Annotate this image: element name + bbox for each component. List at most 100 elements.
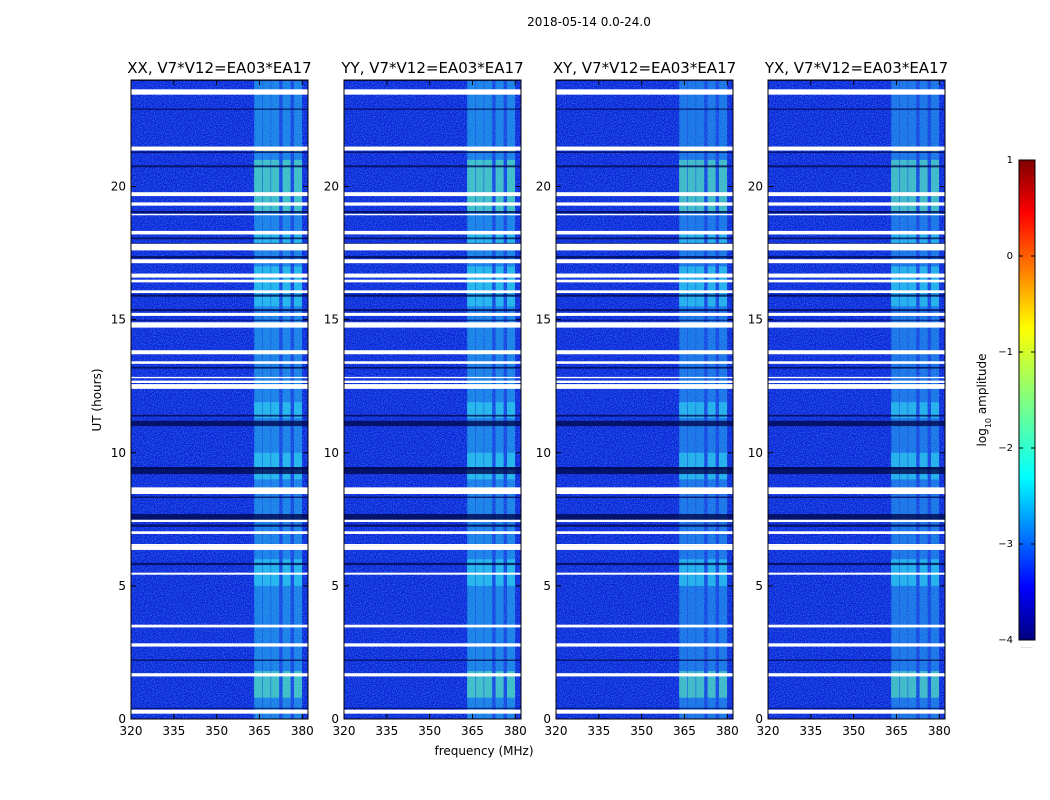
low-row: [768, 659, 945, 661]
y-axis-label: UT (hours): [90, 368, 104, 431]
rfi-channel-3: [696, 80, 705, 719]
rfi-patch: [908, 452, 917, 480]
rfi-patch: [679, 671, 688, 698]
y-tick-label: 20: [536, 180, 551, 194]
y-tick-label: 10: [324, 446, 339, 460]
rfi-patch: [484, 559, 493, 586]
low-row: [556, 165, 733, 168]
flagged-row: [768, 545, 945, 550]
rfi-patch: [696, 159, 705, 214]
flagged-row: [344, 519, 521, 522]
x-tick-label: 335: [587, 724, 610, 738]
flagged-row: [344, 89, 521, 95]
rfi-patch: [282, 559, 291, 586]
rfi-patch: [262, 402, 271, 419]
rfi-patch: [719, 452, 728, 480]
flagged-row: [768, 572, 945, 575]
flagged-row: [556, 202, 733, 206]
rfi-patch: [919, 402, 928, 419]
flagged-row: [131, 290, 308, 293]
rfi-patch: [271, 452, 280, 480]
rfi-patch: [931, 452, 940, 480]
low-row: [131, 80, 308, 82]
flagged-row: [131, 146, 308, 151]
flagged-row: [344, 213, 521, 216]
panel-title: YX, V7*V12=EA03*EA17: [764, 59, 948, 77]
rfi-patch: [475, 266, 484, 307]
flagged-row: [131, 273, 308, 278]
rfi-patch: [919, 559, 928, 586]
panel-frame: [343, 79, 522, 720]
rfi-patch: [679, 266, 688, 307]
rfi-patch: [294, 452, 303, 480]
flagged-row: [131, 384, 308, 388]
rfi-patch: [696, 559, 705, 586]
y-tick-label: 0: [331, 712, 339, 726]
rfi-patch: [908, 159, 917, 214]
flagged-row: [556, 243, 733, 251]
low-row: [768, 294, 945, 297]
flagged-row: [131, 350, 308, 355]
low-row: [131, 524, 308, 527]
x-tick-label: 335: [799, 724, 822, 738]
low-row: [131, 151, 308, 153]
flagged-row: [131, 376, 308, 379]
flagged-row: [556, 273, 733, 278]
flagged-row: [768, 273, 945, 278]
flagged-row: [556, 380, 733, 383]
flagged-row: [556, 624, 733, 628]
flagged-row: [556, 543, 733, 546]
rfi-patch: [467, 452, 476, 480]
low-row: [556, 309, 733, 312]
flagged-row: [556, 192, 733, 197]
rfi-patch: [679, 559, 688, 586]
flagged-row: [768, 146, 945, 151]
low-row: [131, 294, 308, 297]
colorbar-label: log10 amplitude: [975, 354, 993, 447]
rfi-patch: [931, 402, 940, 419]
rfi-patch: [294, 559, 303, 586]
low-row: [556, 707, 733, 709]
rfi-patch: [931, 671, 940, 698]
flagged-row: [768, 202, 945, 206]
flagged-row: [344, 279, 521, 283]
rfi-patch: [899, 402, 908, 419]
flagged-row: [131, 624, 308, 628]
rfi-patch: [495, 671, 504, 698]
panel-title: YY, V7*V12=EA03*EA17: [340, 59, 523, 77]
low-row: [344, 242, 521, 245]
rfi-patch: [484, 452, 493, 480]
y-tick-label: 5: [331, 579, 339, 593]
low-row: [556, 108, 733, 110]
rfi-patch: [262, 452, 271, 480]
low-row: [768, 496, 945, 499]
low-row: [768, 151, 945, 153]
flagged-row: [131, 202, 308, 206]
rfi-channel-2: [899, 80, 908, 719]
low-row: [344, 294, 521, 297]
rfi-patch: [495, 559, 504, 586]
low-row: [556, 210, 733, 214]
low-row: [131, 210, 308, 214]
figure-title: 2018-05-14 0.0-24.0: [527, 15, 651, 29]
low-row: [556, 366, 733, 369]
rfi-patch: [707, 159, 716, 214]
rfi-patch: [271, 671, 280, 698]
low-row: [131, 242, 308, 245]
colorbar: 1 0 −1 −2 −3 −4 log10 amplitude ......: [975, 155, 1036, 650]
y-tick-label: 10: [748, 446, 763, 460]
low-row: [768, 513, 945, 522]
flagged-row: [344, 290, 521, 293]
rfi-patch: [899, 671, 908, 698]
rfi-patch: [919, 452, 928, 480]
flagged-row: [768, 376, 945, 379]
rfi-patch: [707, 671, 716, 698]
panel-2: YY, V7*V12=EA03*EA17 320 335 350 365 380 0 5 10 1…: [324, 59, 527, 738]
low-row: [344, 319, 521, 321]
flagged-row: [344, 673, 521, 677]
flagged-row: [768, 322, 945, 328]
rfi-channel-2: [475, 80, 484, 719]
flagged-row: [556, 146, 733, 151]
low-row: [556, 80, 733, 82]
y-tick-label: 5: [543, 579, 551, 593]
